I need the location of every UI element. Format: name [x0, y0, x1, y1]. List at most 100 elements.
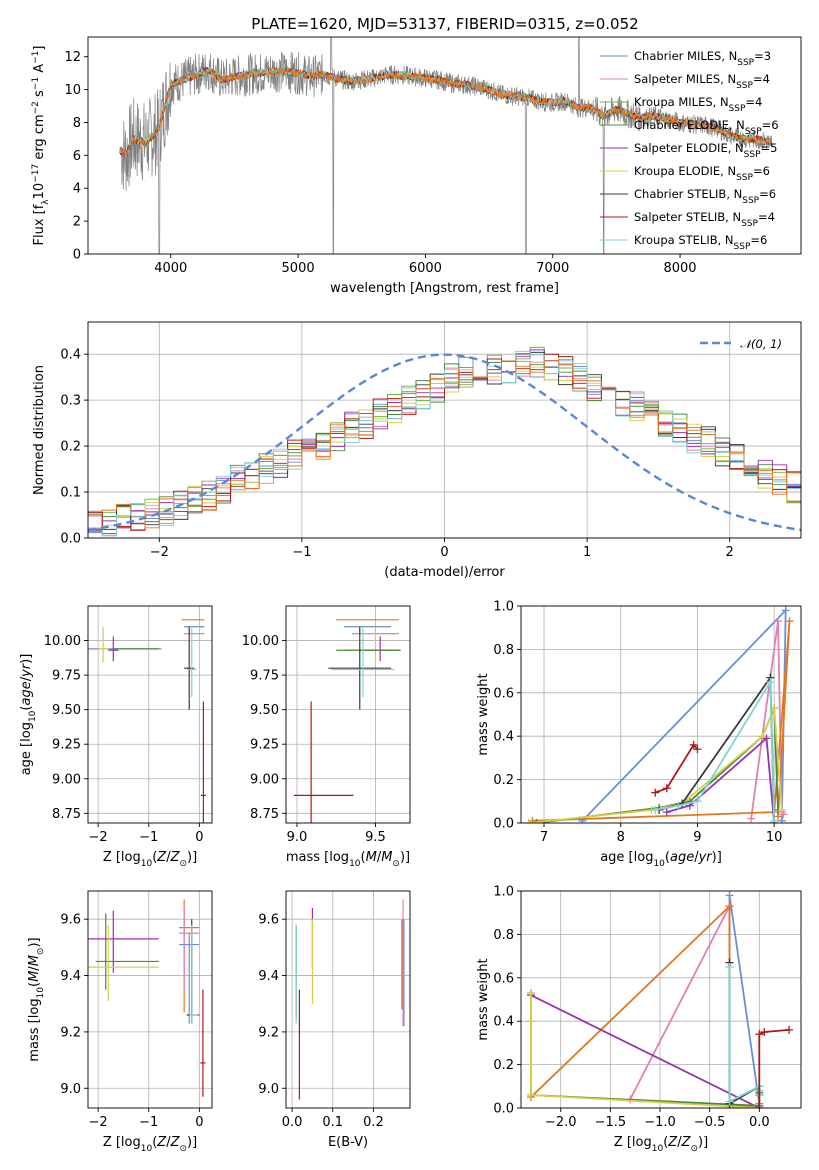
y-tick-label: 12 [64, 50, 81, 65]
mass-weight-point [526, 988, 535, 997]
mass-weight-line [655, 678, 776, 821]
y-tick-label: 0.4 [493, 730, 514, 745]
y-tick-label: 9.6 [60, 913, 81, 928]
x-tick-label: 8 [617, 830, 625, 845]
y-tick-label: 0.2 [493, 1058, 514, 1073]
y-tick-label: 9.50 [250, 703, 279, 718]
y-tick-label: 0.2 [60, 440, 81, 455]
x-tick-label: 1 [583, 545, 591, 560]
legend-entry-label: Chabrier STELIB, NSSP=6 [634, 187, 776, 206]
mass-weight-point [725, 962, 734, 971]
x-tick-label: −2 [89, 830, 108, 845]
mass-vs-z-y-axis-label: mass [log10(M/M⊙)] [27, 937, 46, 1061]
y-tick-label: 0.6 [493, 686, 514, 701]
x-tick-label: 10 [766, 830, 783, 845]
mass-weight-line [629, 905, 731, 1104]
mass-weight-line [528, 707, 783, 823]
mass-weight-line [758, 1029, 790, 1108]
y-tick-label: 9.75 [250, 669, 279, 684]
mass-weight-series [747, 617, 788, 823]
error-bar-marker [200, 701, 206, 823]
weight-vs-z-frame [520, 890, 802, 1109]
y-tick-label: 10 [64, 83, 81, 98]
weight-vs-age-frame [520, 605, 802, 824]
age-vs-mass-panel: 9.0 9.5 8.75 9.00 9.25 9.50 9.75 10.00 mass [log… [242, 605, 411, 869]
age-vs-z-y-axis-label: age [log10(age/yr)] [19, 654, 38, 776]
mass-weight-line [728, 967, 761, 1103]
y-tick-label: 9.0 [60, 1082, 81, 1097]
mass-weight-series [526, 988, 764, 1108]
y-tick-label: 0.4 [493, 1015, 514, 1030]
mass-weight-series [651, 677, 779, 823]
mass-weight-point [674, 801, 683, 810]
spectrum-legend: Chabrier MILES, NSSP=3 Salpeter MILES, NS… [600, 49, 779, 252]
y-tick-label: 0.4 [60, 348, 81, 363]
weight-vs-age-y-axis-label: mass weight [476, 673, 491, 755]
weight-vs-z-plot-area [526, 891, 794, 1108]
mass-vs-ebv-plot-area [295, 899, 405, 1100]
mass-weight-series [626, 902, 734, 1108]
mass-weight-point [766, 677, 775, 686]
legend-entry-label: Salpeter MILES, NSSP=4 [634, 72, 770, 91]
x-tick-label: 9.0 [287, 830, 308, 845]
mass-vs-z-plot-area [88, 899, 206, 1097]
y-tick-label: 0.3 [60, 394, 81, 409]
age-vs-z-panel: −2 −1 0 8.75 9.00 9.25 9.50 9.75 10.00 Z [log10(Z… [19, 605, 213, 869]
y-tick-label: 0.0 [60, 532, 81, 547]
spectrum-frame [87, 36, 802, 255]
y-tick-label: 0 [73, 248, 81, 263]
x-tick-label: 0 [195, 1115, 203, 1130]
x-tick-label: 2 [726, 545, 734, 560]
mass-weight-point [760, 1028, 769, 1037]
error-bar-marker [88, 924, 159, 1001]
y-tick-label: 10.00 [44, 634, 81, 649]
mass-vs-z-x-axis-label: Z [log10(Z/Z⊙)] [103, 1135, 197, 1154]
age-vs-mass-frame [285, 605, 411, 824]
age-vs-z-plot-area [88, 619, 206, 823]
age-vs-z-x-axis-label: Z [log10(Z/Z⊙)] [103, 850, 197, 869]
y-tick-label: 8 [73, 116, 81, 131]
mass-weight-line [750, 621, 785, 819]
mass-weight-point [532, 819, 541, 823]
residual-panel: −2 −1 0 1 2 0.0 0.1 0.2 0.3 0.4 (data-model)/error… [32, 321, 802, 580]
y-tick-label: 0.0 [493, 1102, 514, 1117]
y-tick-label: 9.50 [52, 703, 81, 718]
error-bar-marker [200, 989, 206, 1097]
x-tick-label: −1.0 [644, 1115, 676, 1130]
mass-weight-line [658, 674, 776, 823]
mass-weight-point [526, 1017, 535, 1026]
mass-weight-point [755, 1030, 764, 1039]
residual-plot-area [88, 346, 801, 537]
mass-weight-line [532, 621, 791, 822]
x-tick-label: 9.5 [365, 830, 386, 845]
x-tick-label: 0.2 [363, 1115, 384, 1130]
mass-weight-line [530, 993, 761, 1107]
mass-weight-series [725, 958, 764, 1108]
y-tick-label: 9.00 [52, 772, 81, 787]
legend-entry-label: Kroupa ELODIE, NSSP=6 [634, 164, 770, 183]
mass-weight-series [526, 902, 764, 1108]
mass-weight-point [747, 814, 756, 823]
x-tick-label: 0 [195, 830, 203, 845]
mass-weight-point [693, 797, 702, 806]
model-spectrum-line [119, 67, 772, 157]
y-tick-label: 2 [73, 215, 81, 230]
y-tick-label: 9.2 [60, 1025, 81, 1040]
mass-weight-point [773, 617, 782, 626]
error-bar-marker [186, 919, 200, 1024]
residual-legend: 𝒩(0, 1) [700, 337, 782, 351]
spectrum-plot-area [119, 37, 772, 254]
mass-weight-point [725, 891, 734, 900]
mass-weight-line [654, 743, 699, 794]
x-tick-label: 5000 [282, 261, 315, 276]
y-tick-label: 9.0 [258, 1082, 279, 1097]
x-tick-label: −1 [139, 1115, 158, 1130]
x-tick-label: −1 [292, 545, 311, 560]
mass-weight-point [781, 606, 790, 615]
mass-weight-series [725, 891, 764, 1108]
spectrum-x-axis-label: wavelength [Angstrom, rest frame] [330, 281, 559, 296]
mass-weight-point [651, 788, 660, 797]
error-bar-marker [95, 913, 159, 990]
mass-weight-point [526, 1090, 535, 1099]
